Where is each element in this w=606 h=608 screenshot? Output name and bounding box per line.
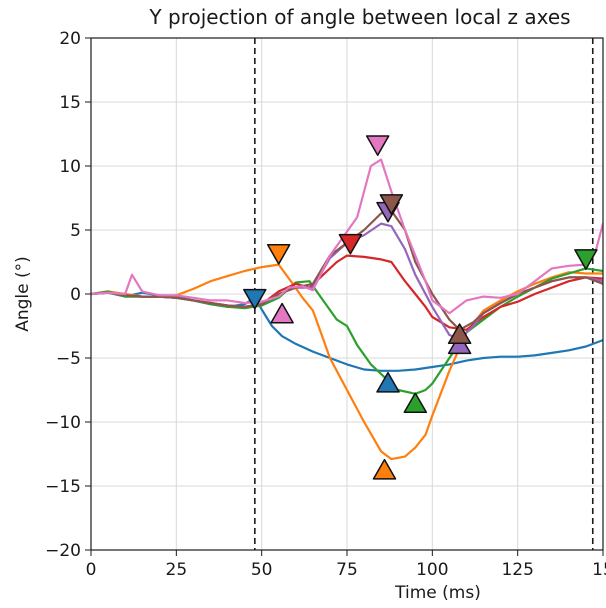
x-tick-label: 15 (592, 560, 606, 580)
y-tick-label: −10 (45, 413, 81, 433)
x-tick-label: 50 (251, 560, 273, 580)
down-triangle-marker (365, 135, 390, 156)
up-triangle-marker (270, 302, 294, 324)
x-tick-label: 125 (501, 560, 533, 580)
y-tick-label: 5 (70, 221, 81, 241)
y-axis-label: Angle (°) (13, 256, 33, 332)
series-line (91, 158, 603, 315)
x-tick-label: 0 (86, 560, 97, 580)
down-triangle-marker (379, 194, 404, 215)
up-triangle-marker (447, 323, 472, 344)
y-tick-label: 20 (59, 29, 81, 49)
up-triangle-marker (376, 371, 400, 393)
x-tick-label: 25 (166, 560, 188, 580)
down-triangle-marker (266, 244, 291, 265)
y-tick-label: 0 (70, 285, 81, 305)
up-triangle-marker (403, 392, 428, 414)
y-tick-label: 15 (59, 93, 81, 113)
x-tick-label: 100 (416, 560, 448, 580)
series-line (91, 209, 603, 331)
y-tick-label: −20 (45, 541, 81, 561)
event-markers (243, 135, 598, 480)
x-tick-label: 75 (336, 560, 358, 580)
y-tick-label: −5 (56, 349, 81, 369)
y-tick-label: 10 (59, 157, 81, 177)
chart-title: Y projection of angle between local z ax… (148, 5, 570, 29)
down-triangle-marker (338, 233, 363, 255)
down-triangle-marker (243, 288, 267, 310)
y-tick-label: −15 (45, 477, 81, 497)
axis-ticks: 0 25 50 75 100 125 15 −20 −15 −10 −5 0 5 10 15 20 (45, 29, 606, 580)
series-group (91, 158, 603, 461)
x-axis-label: Time (ms) (394, 583, 481, 603)
down-triangle-marker (574, 249, 598, 270)
up-triangle-marker (372, 458, 397, 480)
